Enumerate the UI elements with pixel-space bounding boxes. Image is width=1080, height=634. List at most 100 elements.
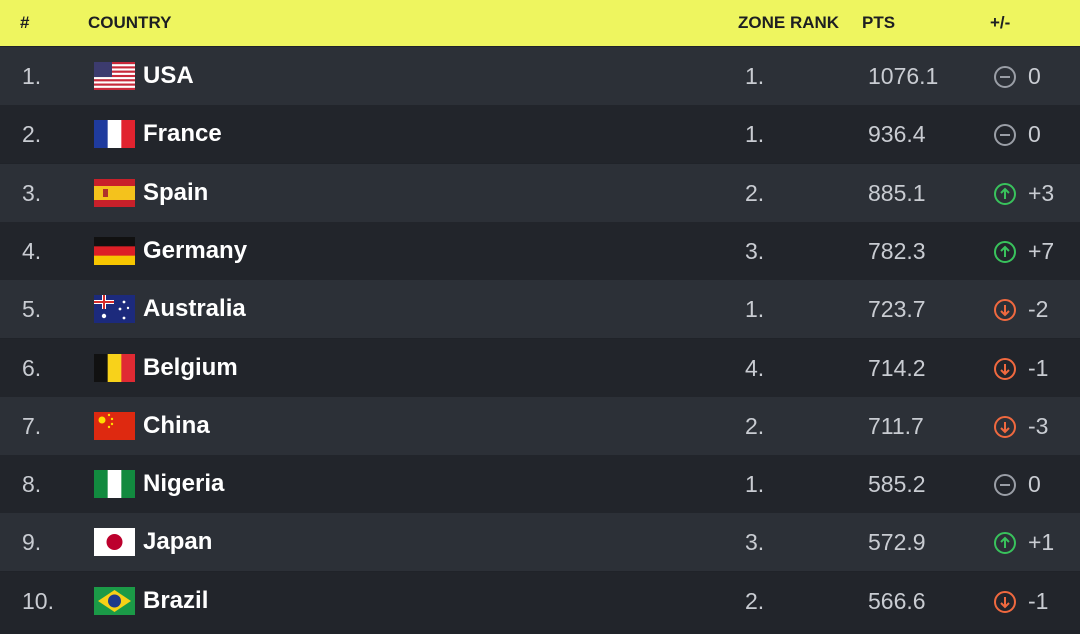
country-name: Nigeria: [143, 470, 225, 498]
country-name: Australia: [143, 295, 246, 323]
table-row: 1. USA 1. 1076.1 0: [0, 47, 1080, 105]
zone-rank: 2.: [745, 179, 765, 206]
points: 714.2: [868, 354, 926, 381]
flag-part: [107, 120, 122, 149]
flag-part: [94, 353, 108, 382]
flag-part: [94, 74, 135, 78]
header-cell: PTS: [862, 13, 896, 32]
flag-part: [94, 64, 135, 67]
flag-icon: [94, 411, 135, 440]
points: 1076.1: [868, 63, 939, 89]
change-icon: [994, 299, 1016, 322]
flag-part: [118, 307, 122, 311]
flag-part: [121, 353, 135, 382]
flag-icon: [94, 62, 135, 90]
change-icon: [994, 124, 1016, 147]
change: -3: [1028, 412, 1049, 439]
flag-part: [94, 85, 135, 89]
country-name: Spain: [143, 178, 209, 206]
icon-ring: [994, 357, 1016, 380]
change: +1: [1028, 529, 1055, 556]
icon-ring: [994, 124, 1016, 147]
change-icon: [994, 590, 1016, 613]
table-row: 10. Brazil 2. 566.6 -1: [0, 571, 1080, 630]
flag-part: [106, 534, 123, 551]
icon-ring: [994, 299, 1016, 322]
rank: 1.: [22, 63, 42, 89]
change: -2: [1028, 296, 1049, 323]
table-header: # COUNTRY ZONE RANK PTS +/-: [0, 0, 1080, 46]
icon-ring: [994, 415, 1016, 438]
icon-ring: [994, 66, 1016, 88]
change-icon: [994, 532, 1016, 555]
zone-rank: 2.: [745, 587, 765, 614]
header-cell: #: [20, 13, 30, 32]
points: 572.9: [868, 529, 926, 556]
header-cell: +/-: [990, 13, 1011, 32]
flag-part: [110, 417, 114, 420]
icon-arrow-head: [1000, 245, 1010, 252]
country-name: Germany: [143, 236, 248, 264]
flag-part: [103, 188, 108, 197]
points: 885.1: [868, 179, 926, 206]
flag-part: [94, 236, 135, 247]
flag-icon: [94, 470, 135, 499]
change-icon: [994, 240, 1016, 263]
flag-icon: [94, 120, 135, 149]
flag-part: [126, 306, 130, 310]
points: 723.7: [868, 296, 926, 323]
table-row: 7. China 2. 711.7 -3: [0, 396, 1080, 455]
flag-part: [94, 77, 135, 80]
rank: 3.: [22, 179, 42, 206]
icon-ring: [994, 240, 1016, 263]
change-icon: [994, 474, 1016, 497]
points: 585.2: [868, 471, 926, 498]
country-name: Brazil: [143, 586, 209, 614]
table-row: 8. Nigeria 1. 585.2 0: [0, 455, 1080, 514]
flag-part: [107, 353, 122, 382]
change-icon: [994, 415, 1016, 438]
change: -1: [1028, 587, 1049, 614]
points: 782.3: [868, 237, 926, 264]
change: 0: [1028, 63, 1041, 89]
points: 936.4: [868, 121, 926, 148]
flag-part: [94, 70, 135, 73]
rank: 9.: [22, 529, 42, 556]
flag-icon: [94, 528, 135, 557]
flag-part: [94, 185, 135, 200]
flag-part: [94, 411, 135, 440]
zone-rank: 3.: [745, 529, 765, 556]
flag-part: [94, 255, 135, 265]
flag-icon: [94, 586, 135, 615]
zone-rank: 4.: [745, 354, 765, 381]
flag-part: [103, 295, 105, 310]
flag-part: [98, 416, 106, 424]
flag-part: [94, 81, 135, 84]
table-row: 6. Belgium 4. 714.2 -1: [0, 338, 1080, 397]
flag-icon: [94, 353, 135, 382]
flag-part: [107, 413, 111, 416]
flag-part: [101, 313, 107, 319]
table-row: 2. France 1. 936.4 0: [0, 105, 1080, 164]
points: 711.7: [868, 412, 924, 439]
zone-rank: 1.: [745, 63, 765, 89]
change: 0: [1028, 121, 1041, 148]
flag-part: [107, 470, 122, 499]
flag-part: [107, 425, 111, 428]
zone-rank: 1.: [745, 471, 765, 498]
icon-arrow-head: [1000, 310, 1010, 317]
flag-part: [110, 422, 114, 425]
table-row: 5. Australia 1. 723.7 -2: [0, 280, 1080, 339]
country-name: France: [143, 120, 222, 148]
change: +3: [1028, 179, 1055, 206]
flag-part: [108, 594, 121, 608]
icon-ring: [994, 182, 1016, 205]
rank: 8.: [22, 471, 42, 498]
flag-part: [94, 295, 135, 324]
flag-part: [94, 87, 135, 90]
flag-part: [122, 300, 126, 304]
header-cell: COUNTRY: [88, 13, 172, 32]
flag-part: [94, 470, 108, 499]
flag-icon: [94, 178, 135, 207]
flag-part: [94, 83, 135, 86]
